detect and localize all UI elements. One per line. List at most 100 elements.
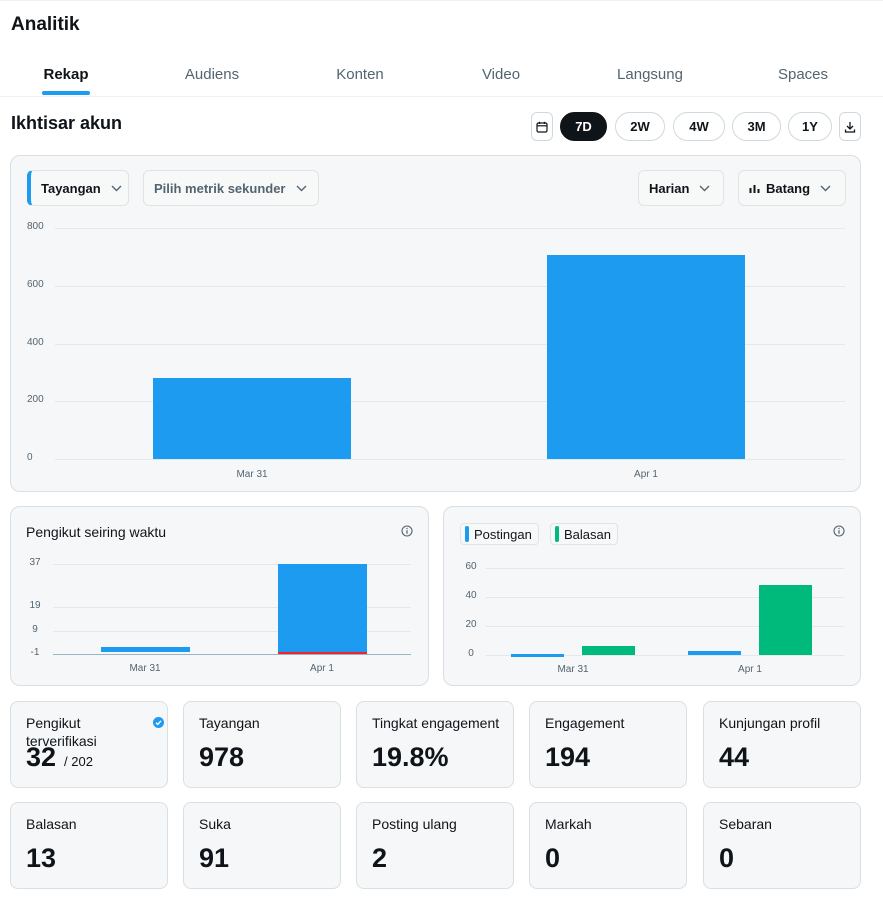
download-icon xyxy=(844,121,856,133)
gridline xyxy=(55,285,845,287)
primary-metric-label: Tayangan xyxy=(41,180,101,196)
stat-label: Pengikut terverifikasi xyxy=(26,715,97,749)
y-tick-label: 19 xyxy=(29,599,41,611)
primary-metric-select[interactable]: Tayangan xyxy=(27,170,129,206)
tab-label: Langsung xyxy=(617,65,683,83)
main-chart-card: Tayangan Pilih metrik sekunder Harian Ba… xyxy=(10,155,861,492)
gridline xyxy=(486,655,844,656)
chevron-down-icon xyxy=(699,185,710,192)
bar-gain xyxy=(277,564,367,652)
stat-value: 0 xyxy=(719,843,735,873)
followers-card-title: Pengikut seiring waktu xyxy=(26,524,167,540)
y-tick-label: 37 xyxy=(29,557,41,568)
y-tick-label: 0 xyxy=(468,648,474,659)
stat-value: 0 xyxy=(545,843,561,873)
stat-card-shares: Sebaran 0 xyxy=(703,802,861,889)
page-title: Analitik xyxy=(11,14,80,35)
verified-badge-icon xyxy=(153,717,164,728)
interval-select[interactable]: Harian xyxy=(638,170,724,206)
calendar-button[interactable] xyxy=(531,112,553,141)
info-icon[interactable] xyxy=(401,525,413,537)
stat-card-likes: Suka 91 xyxy=(183,802,341,889)
stat-card-engagement-rate: Tingkat engagement 19.8% xyxy=(356,701,514,788)
tab-konten[interactable]: Konten xyxy=(325,52,395,96)
bar-apr-1 xyxy=(547,255,745,459)
gridline xyxy=(486,568,844,569)
range-3m[interactable]: 3M xyxy=(732,112,781,141)
tab-langsung[interactable]: Langsung xyxy=(605,52,695,96)
range-2w[interactable]: 2W xyxy=(615,112,665,141)
stat-card-profile-visits: Kunjungan profil 44 xyxy=(703,701,861,788)
y-tick-label: 400 xyxy=(27,336,44,348)
stat-card-reposts: Posting ulang 2 xyxy=(356,802,514,889)
chevron-down-icon xyxy=(111,185,122,192)
stat-value: 2 xyxy=(372,843,388,873)
bar-postingan xyxy=(688,650,741,655)
y-tick-label: 800 xyxy=(27,221,44,232)
y-tick-label: 600 xyxy=(27,278,44,290)
secondary-metric-placeholder: Pilih metrik sekunder xyxy=(154,180,286,196)
stat-label: Balasan xyxy=(26,816,77,832)
tab-bar: Rekap Audiens Konten Video Langsung Spac… xyxy=(0,52,883,97)
stat-label: Sebaran xyxy=(719,816,772,832)
impressions-chart: 0 200 400 600 800 Mar 31 Apr 1 xyxy=(11,156,860,491)
stat-card-bookmarks: Markah 0 xyxy=(529,802,687,889)
gridline xyxy=(486,626,844,627)
stat-value: 13 xyxy=(26,843,57,873)
stat-label: Tayangan xyxy=(199,715,260,731)
tab-active-indicator xyxy=(42,91,90,95)
legend-label: Postingan xyxy=(474,526,532,542)
bar-balasan xyxy=(759,585,812,655)
stat-total: / 202 xyxy=(64,754,93,769)
tab-label: Spaces xyxy=(777,65,829,83)
x-tick-label: Apr 1 xyxy=(310,663,334,674)
x-tick-label: Apr 1 xyxy=(738,664,762,675)
legend-postingan[interactable]: Postingan xyxy=(460,523,539,545)
stat-value: 194 xyxy=(545,742,591,772)
legend-swatch-blue xyxy=(465,526,469,542)
stat-card-engagement: Engagement 194 xyxy=(529,701,687,788)
x-tick-label: Mar 31 xyxy=(557,664,589,675)
y-tick-label: 9 xyxy=(32,623,38,635)
stat-label: Kunjungan profil xyxy=(719,715,821,731)
range-4w[interactable]: 4W xyxy=(673,112,725,141)
bar-mar-31 xyxy=(153,378,351,459)
stat-value: 91 xyxy=(199,843,230,873)
tab-rekap[interactable]: Rekap xyxy=(30,52,102,96)
tab-label: Audiens xyxy=(184,65,240,83)
download-button[interactable] xyxy=(839,112,861,141)
chevron-down-icon xyxy=(820,185,831,192)
stat-card-verified-followers: Pengikut terverifikasi 32 / 202 xyxy=(10,701,168,788)
gridline xyxy=(55,343,845,345)
stat-label: Suka xyxy=(199,816,231,832)
tab-spaces[interactable]: Spaces xyxy=(765,52,841,96)
bar-postingan xyxy=(511,653,564,657)
stat-card-impressions: Tayangan 978 xyxy=(183,701,341,788)
y-tick-label: 200 xyxy=(27,394,44,406)
legend-swatch-green xyxy=(555,526,559,542)
tab-video[interactable]: Video xyxy=(470,52,532,96)
overview-title: Ikhtisar akun xyxy=(11,113,123,133)
top-border xyxy=(0,0,883,1)
range-selector: 7D 2W 4W 3M 1Y xyxy=(0,112,883,141)
y-tick-label: 20 xyxy=(465,619,477,630)
info-icon[interactable] xyxy=(833,525,845,537)
bar-balasan xyxy=(582,646,635,655)
tab-label: Rekap xyxy=(43,65,89,83)
gridline xyxy=(486,597,844,598)
chart-type-label: Batang xyxy=(766,180,811,196)
y-tick-label: 0 xyxy=(27,452,33,463)
x-tick-label: Apr 1 xyxy=(634,469,658,480)
calendar-icon xyxy=(536,121,548,133)
tab-audiens[interactable]: Audiens xyxy=(172,52,252,96)
legend-balasan[interactable]: Balasan xyxy=(550,523,618,545)
secondary-metric-select[interactable]: Pilih metrik sekunder xyxy=(143,170,319,206)
chart-type-select[interactable]: Batang xyxy=(738,170,846,206)
range-1y[interactable]: 1Y xyxy=(788,112,832,141)
stat-value: 32 / 202 xyxy=(26,742,93,773)
range-7d[interactable]: 7D xyxy=(560,112,607,141)
gridline xyxy=(55,401,845,403)
tab-label: Konten xyxy=(336,65,384,83)
posts-replies-card: Postingan Balasan 0 20 40 60 Mar 31 Apr 1 xyxy=(443,506,861,686)
y-tick-label: 60 xyxy=(465,561,477,572)
